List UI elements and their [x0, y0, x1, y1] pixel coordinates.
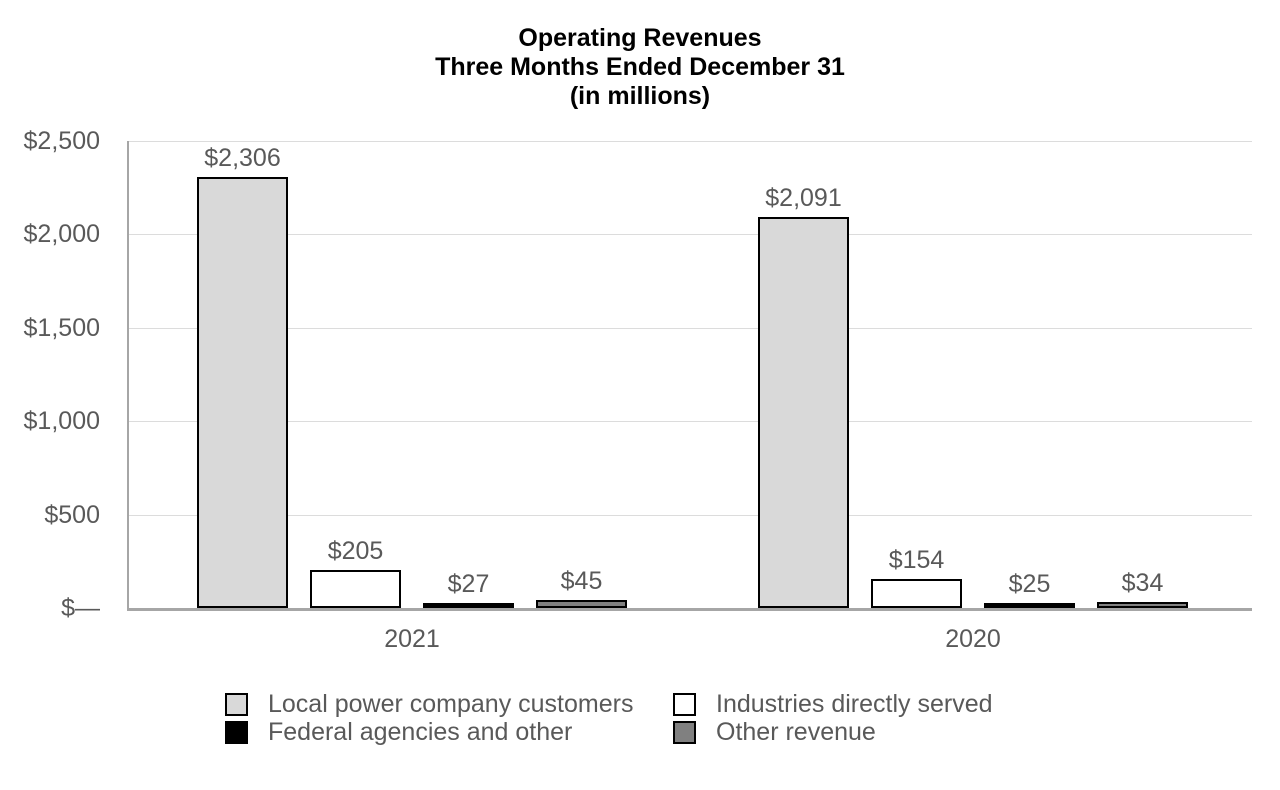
legend-swatch-other-revenue [673, 720, 696, 744]
bar-2021-local-power-company-customers [197, 177, 288, 608]
legend-item-local-power-company-customers: Local power company customers [225, 690, 633, 718]
y-axis-tick-label: $1,000 [23, 407, 100, 436]
legend-item-label: Local power company customers [268, 690, 634, 718]
bar-value-label-2020-local-power-company-customers: $2,091 [765, 184, 842, 212]
y-axis-tick-label: $2,000 [23, 220, 100, 249]
legend-item-federal-agencies-and-other: Federal agencies and other [225, 718, 572, 746]
legend-item-other-revenue: Other revenue [673, 718, 876, 746]
gridline-1000 [129, 421, 1252, 423]
chart-title-line-3: (in millions) [569, 82, 711, 110]
bar-2020-other-revenue [1097, 602, 1188, 608]
bar-2020-local-power-company-customers [758, 217, 849, 608]
bar-2021-federal-agencies-and-other [423, 603, 514, 608]
bar-value-label-2020-industries-directly-served: $154 [888, 546, 945, 574]
legend-swatch-local-power-company-customers [225, 692, 248, 716]
chart-title: Operating Revenues Three Months Ended De… [0, 24, 1280, 111]
bar-2021-industries-directly-served [310, 570, 401, 608]
bar-value-label-2020-other-revenue: $34 [1121, 569, 1164, 597]
legend-item-label: Industries directly served [716, 690, 993, 718]
plot-area: $2,306 $205 $27 $45 2021 $2,091 $154 $25 $34 2020 [127, 141, 1252, 653]
bar-value-label-2021-other-revenue: $45 [560, 567, 603, 595]
y-axis-tick-label: $500 [44, 500, 100, 529]
gridline-2500 [129, 141, 1252, 142]
y-axis-tick-label: $— [61, 594, 100, 622]
chart-title-line-2: Three Months Ended December 31 [435, 53, 845, 81]
legend-item-label: Other revenue [716, 718, 876, 746]
bar-2020-industries-directly-served [871, 579, 962, 608]
legend-swatch-federal-agencies-and-other [225, 720, 248, 744]
chart-title-line-1: Operating Revenues [518, 24, 762, 52]
bar-value-label-2021-federal-agencies-and-other: $27 [447, 570, 490, 598]
bar-value-label-2021-local-power-company-customers: $2,306 [204, 144, 281, 172]
gridline-2000 [129, 234, 1252, 236]
bar-value-label-2020-federal-agencies-and-other: $25 [1008, 570, 1051, 598]
x-axis-category-label-2021: 2021 [384, 625, 440, 653]
legend-item-industries-directly-served: Industries directly served [673, 690, 993, 718]
legend-swatch-industries-directly-served [673, 692, 696, 716]
gridline-1500 [129, 327, 1252, 329]
bar-2021-other-revenue [536, 600, 627, 608]
y-axis-tick-label: $1,500 [23, 313, 100, 342]
y-axis-tick-label: $2,500 [23, 127, 100, 155]
bar-value-label-2021-industries-directly-served: $205 [327, 537, 384, 565]
gridline-500 [129, 514, 1252, 516]
legend-item-label: Federal agencies and other [268, 718, 573, 746]
bar-2020-federal-agencies-and-other [984, 603, 1075, 608]
x-axis-category-label-2020: 2020 [945, 625, 1001, 653]
x-axis-line [127, 608, 1252, 611]
